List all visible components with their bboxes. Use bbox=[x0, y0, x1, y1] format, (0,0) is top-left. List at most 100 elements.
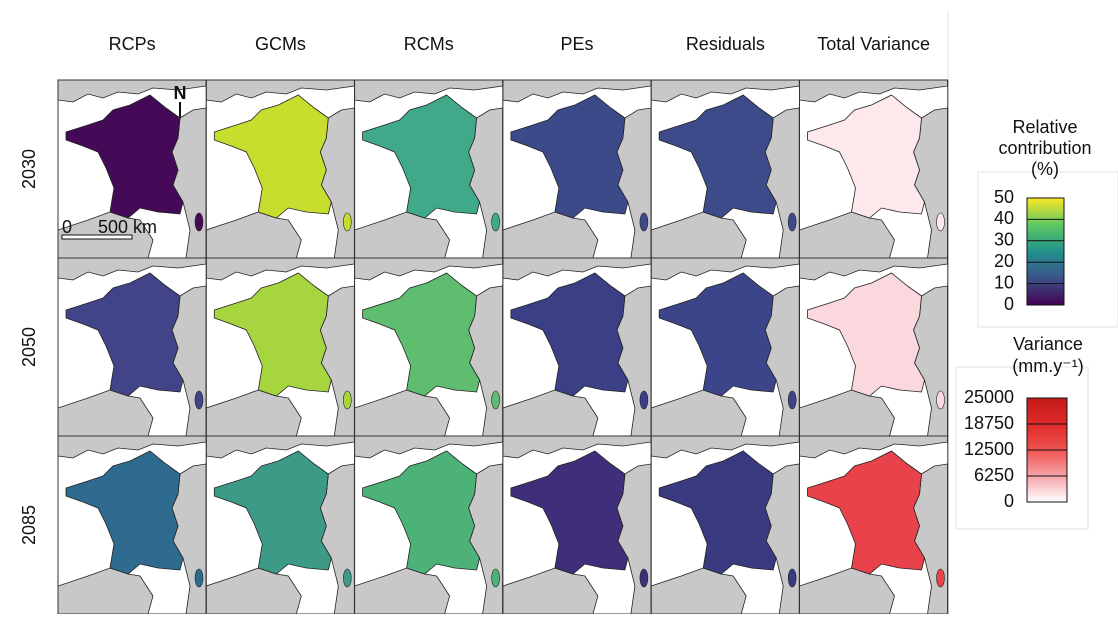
france bbox=[213, 450, 332, 575]
france bbox=[807, 272, 925, 397]
legend-tick-label: 0 bbox=[1004, 294, 1014, 314]
map-cell bbox=[354, 79, 504, 259]
legend-tick-label: 12500 bbox=[964, 439, 1014, 459]
legend-box bbox=[977, 171, 1118, 328]
land bbox=[58, 258, 206, 281]
legend-tick-label: 10 bbox=[994, 272, 1014, 292]
legend-tick-label: 20 bbox=[994, 251, 1014, 271]
france bbox=[510, 450, 629, 575]
column-header: PEs bbox=[561, 34, 594, 54]
france bbox=[362, 94, 481, 219]
corsica bbox=[936, 568, 945, 588]
map-cell bbox=[799, 435, 949, 615]
france bbox=[510, 94, 629, 219]
row-label: 2085 bbox=[19, 505, 39, 545]
map-cell bbox=[799, 79, 949, 259]
map-clip bbox=[354, 436, 503, 614]
land bbox=[502, 436, 651, 459]
corsica bbox=[491, 568, 500, 588]
legend-tick-label: 25000 bbox=[964, 387, 1014, 407]
column-header: RCMs bbox=[404, 34, 454, 54]
legend-tick-label: 6250 bbox=[974, 465, 1014, 485]
land bbox=[651, 436, 800, 459]
map-cell: N 0 500 km bbox=[57, 79, 207, 259]
row-label: 2030 bbox=[19, 149, 39, 189]
france bbox=[510, 272, 629, 397]
land bbox=[799, 436, 948, 459]
france bbox=[65, 272, 184, 397]
legend-title: (mm.y⁻¹) bbox=[1012, 356, 1083, 376]
france bbox=[213, 94, 332, 219]
map-clip bbox=[651, 80, 800, 258]
france bbox=[213, 272, 332, 397]
france bbox=[65, 450, 184, 575]
map-clip bbox=[651, 436, 800, 614]
column-header: GCMs bbox=[255, 34, 306, 54]
legend-tick-label: 0 bbox=[1004, 491, 1014, 511]
corsica bbox=[639, 390, 649, 410]
land bbox=[651, 258, 800, 281]
row-label: 2050 bbox=[19, 327, 39, 367]
column-header: Total Variance bbox=[817, 34, 930, 54]
france bbox=[658, 94, 777, 219]
column-header: RCPs bbox=[109, 34, 156, 54]
corsica bbox=[343, 212, 352, 232]
map-clip bbox=[206, 258, 355, 436]
map-clip bbox=[58, 258, 206, 436]
map-clip bbox=[58, 80, 206, 258]
map-cell bbox=[650, 257, 801, 437]
legend-box bbox=[955, 366, 1089, 530]
corsica bbox=[787, 568, 797, 588]
map-clip bbox=[502, 436, 651, 614]
map-clip bbox=[799, 436, 948, 614]
corsica bbox=[787, 390, 797, 410]
scale-bar bbox=[61, 234, 133, 240]
map-clip bbox=[651, 258, 800, 436]
map-cell bbox=[205, 257, 356, 437]
legend-title: (%) bbox=[1031, 159, 1059, 179]
corsica bbox=[194, 390, 204, 410]
map-clip bbox=[799, 258, 948, 436]
map-cell bbox=[502, 257, 652, 437]
corsica bbox=[194, 212, 204, 232]
corsica bbox=[639, 212, 649, 232]
legend-title: Relative bbox=[1012, 117, 1077, 137]
map-cell bbox=[57, 435, 207, 615]
map-clip bbox=[502, 80, 651, 258]
map-clip bbox=[206, 436, 355, 614]
land bbox=[206, 436, 355, 459]
land bbox=[354, 258, 503, 281]
france bbox=[362, 450, 481, 575]
land bbox=[502, 258, 651, 281]
land bbox=[799, 80, 948, 103]
france bbox=[658, 450, 777, 575]
map-cell bbox=[205, 79, 356, 259]
land bbox=[354, 80, 503, 103]
map-cell bbox=[354, 435, 504, 615]
map-clip bbox=[502, 258, 651, 436]
land bbox=[206, 258, 355, 281]
corsica bbox=[343, 568, 352, 588]
north-label: N bbox=[174, 83, 187, 103]
corsica bbox=[194, 568, 204, 588]
legend-tick-label: 40 bbox=[994, 208, 1014, 228]
corsica bbox=[787, 212, 797, 232]
map-cell bbox=[57, 257, 207, 437]
legend-title: contribution bbox=[998, 138, 1091, 158]
france bbox=[807, 94, 925, 219]
france bbox=[65, 94, 184, 219]
land bbox=[354, 436, 503, 459]
map-cell bbox=[650, 79, 801, 259]
france bbox=[362, 272, 481, 397]
corsica bbox=[936, 390, 945, 410]
map-clip bbox=[799, 80, 948, 258]
colorbar bbox=[1026, 197, 1065, 306]
france bbox=[807, 450, 925, 575]
scale-label: 0 bbox=[62, 217, 72, 237]
land bbox=[58, 80, 206, 103]
legend-tick-label: 30 bbox=[994, 230, 1014, 250]
scale-label: 500 km bbox=[98, 217, 157, 237]
legend-title: Variance bbox=[1013, 334, 1083, 354]
land bbox=[206, 80, 355, 103]
